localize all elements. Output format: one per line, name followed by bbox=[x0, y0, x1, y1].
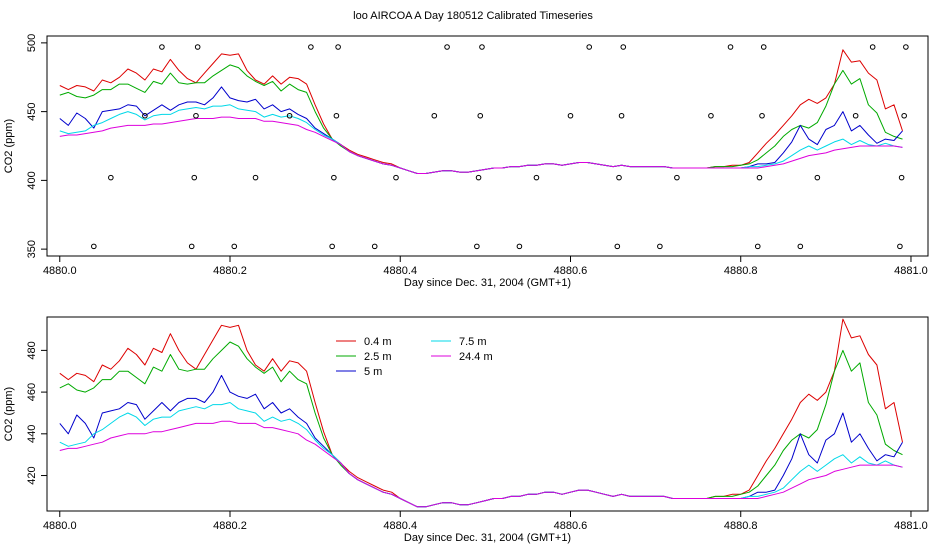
data-point bbox=[333, 112, 340, 119]
data-point bbox=[708, 112, 714, 119]
data-point bbox=[108, 174, 114, 181]
x-tick-label: 4880.6 bbox=[554, 520, 588, 532]
data-point bbox=[231, 243, 238, 250]
x-tick-label: 4880.0 bbox=[43, 265, 77, 277]
data-point bbox=[331, 174, 337, 181]
x-tick-label: 4881.0 bbox=[894, 265, 928, 277]
x-tick-label: 4880.2 bbox=[213, 520, 247, 532]
series-line-2-5-m bbox=[59, 64, 903, 174]
data-point bbox=[159, 44, 165, 50]
y-axis-label: CO2 (ppm) bbox=[3, 387, 15, 441]
data-point bbox=[191, 174, 198, 181]
data-point bbox=[614, 243, 621, 250]
series-line-7-5-m bbox=[59, 104, 903, 174]
data-point bbox=[754, 243, 761, 250]
data-point bbox=[431, 112, 438, 119]
data-point bbox=[533, 174, 540, 181]
data-point bbox=[901, 112, 907, 119]
legend-label: 2.5 m bbox=[364, 351, 392, 363]
y-tick-label: 480 bbox=[26, 341, 38, 359]
data-point bbox=[814, 174, 821, 181]
x-tick-label: 4880.2 bbox=[213, 265, 247, 277]
data-point bbox=[252, 174, 259, 181]
series-line-0-4-m bbox=[59, 49, 903, 174]
data-point bbox=[444, 44, 450, 50]
legend-label: 24.4 m bbox=[459, 351, 493, 363]
data-point bbox=[142, 112, 148, 119]
data-point bbox=[797, 243, 804, 250]
data-point bbox=[194, 44, 201, 50]
data-point bbox=[620, 44, 627, 50]
data-point bbox=[193, 112, 199, 119]
data-point bbox=[898, 174, 905, 181]
data-point bbox=[188, 243, 195, 250]
data-point bbox=[616, 174, 622, 181]
data-point bbox=[286, 112, 293, 119]
series-line-24-4-m bbox=[59, 420, 903, 508]
data-point bbox=[516, 243, 523, 250]
data-point bbox=[897, 243, 903, 250]
legend: 0.4 m 2.5 m 5 m 7.5 m 24.4 m bbox=[336, 336, 493, 378]
series-line-5-m bbox=[59, 86, 903, 174]
y-tick-label: 400 bbox=[26, 171, 38, 189]
data-point bbox=[479, 44, 485, 50]
series-line-7-5-m bbox=[59, 402, 903, 508]
data-layer bbox=[59, 44, 909, 250]
data-point bbox=[760, 44, 767, 50]
data-point bbox=[477, 112, 484, 119]
data-point bbox=[869, 44, 876, 50]
data-point bbox=[91, 243, 97, 250]
data-point bbox=[393, 174, 399, 181]
data-point bbox=[308, 44, 314, 50]
y-tick-label: 350 bbox=[26, 240, 38, 258]
data-point bbox=[335, 44, 341, 50]
data-point bbox=[852, 112, 859, 119]
data-point bbox=[475, 174, 482, 181]
data-point bbox=[567, 112, 574, 119]
series-line-5-m bbox=[59, 374, 903, 508]
series-line-24-4-m bbox=[59, 116, 903, 174]
top-panel: 4880.0 4880.2 4880.4 4880.6 4880.8 4881.0 350 4… bbox=[3, 34, 929, 289]
data-point bbox=[329, 243, 335, 250]
x-tick-label: 4880.8 bbox=[724, 265, 758, 277]
series-line-2-5-m bbox=[59, 341, 903, 508]
legend-label: 0.4 m bbox=[364, 336, 392, 348]
data-point bbox=[618, 112, 625, 119]
data-point bbox=[657, 243, 663, 250]
x-tick-label: 4880.6 bbox=[554, 265, 588, 277]
y-tick-label: 450 bbox=[26, 102, 38, 120]
plot-frame bbox=[46, 316, 929, 512]
x-tick-label: 4880.0 bbox=[43, 520, 77, 532]
data-point bbox=[759, 112, 765, 119]
x-tick-label: 4880.8 bbox=[724, 520, 758, 532]
data-point bbox=[903, 44, 909, 50]
bottom-panel: 4880.0 4880.2 4880.4 4880.6 4880.8 4881.0 420 4… bbox=[3, 316, 929, 544]
y-tick-label: 460 bbox=[26, 383, 38, 401]
y-tick-label: 440 bbox=[26, 425, 38, 443]
page-title: loo AIRCOA A Day 180512 Calibrated Times… bbox=[353, 10, 593, 22]
data-point bbox=[474, 243, 480, 250]
y-tick-label: 500 bbox=[26, 34, 38, 52]
plot-frame bbox=[46, 35, 929, 257]
x-axis-label: Day since Dec. 31, 2004 (GMT+1) bbox=[404, 532, 571, 544]
x-tick-label: 4881.0 bbox=[894, 520, 928, 532]
x-axis-label: Day since Dec. 31, 2004 (GMT+1) bbox=[404, 277, 571, 289]
legend-label: 5 m bbox=[364, 366, 382, 378]
y-tick-label: 420 bbox=[26, 466, 38, 484]
data-point bbox=[727, 44, 734, 50]
x-tick-label: 4880.4 bbox=[383, 265, 417, 277]
data-point bbox=[586, 44, 593, 50]
legend-label: 7.5 m bbox=[459, 336, 487, 348]
data-point bbox=[674, 174, 680, 181]
y-axis-label: CO2 (ppm) bbox=[3, 119, 15, 173]
data-point bbox=[371, 243, 378, 250]
data-layer bbox=[59, 318, 903, 508]
data-point bbox=[756, 174, 763, 181]
x-tick-label: 4880.4 bbox=[383, 520, 417, 532]
